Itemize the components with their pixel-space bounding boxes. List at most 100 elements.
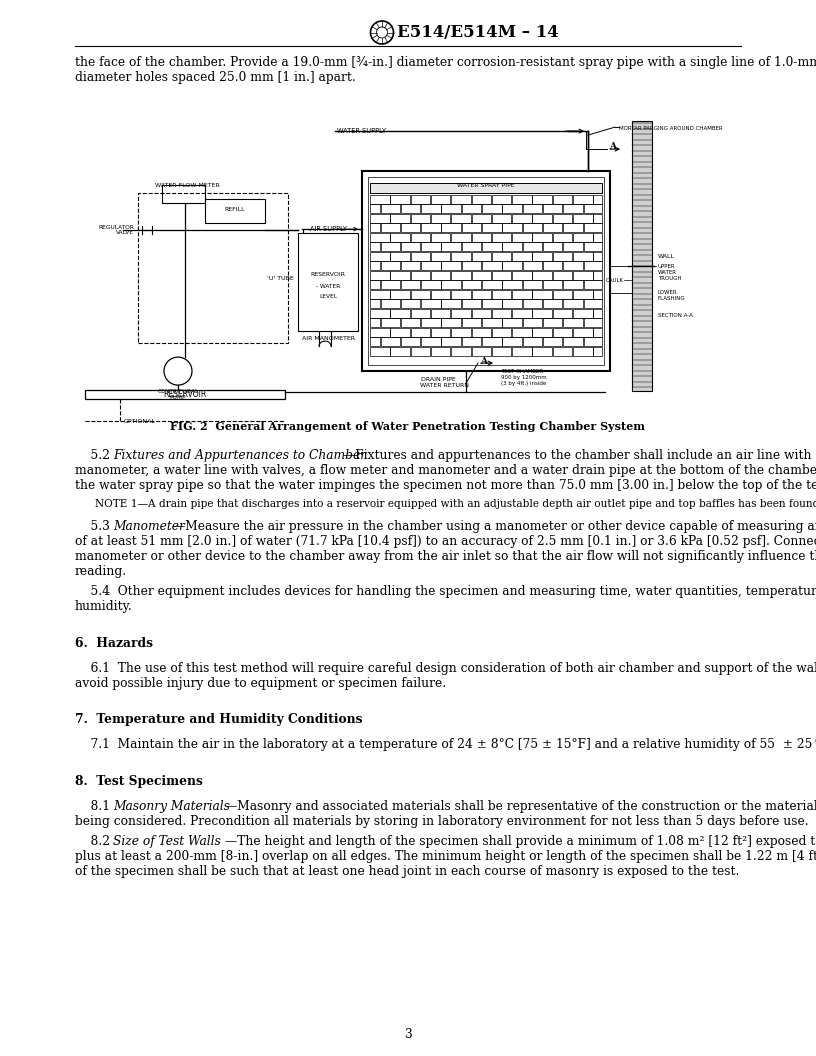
Bar	[410, 233, 430, 242]
Bar	[441, 205, 461, 213]
Text: CAULK: CAULK	[606, 278, 624, 283]
Text: —The height and length of the specimen shall provide a minimum of 1.08 m² [12 ft: —The height and length of the specimen s…	[225, 835, 816, 849]
Bar	[523, 338, 542, 346]
Bar	[503, 224, 522, 232]
Bar	[401, 300, 420, 308]
Text: of the specimen shall be such that at least one head joint in each course of mas: of the specimen shall be such that at le…	[75, 865, 739, 879]
Bar	[503, 281, 522, 289]
Bar	[532, 214, 552, 223]
Bar	[431, 309, 450, 318]
Bar	[492, 214, 512, 223]
Bar	[451, 328, 471, 337]
Bar	[482, 243, 502, 251]
Text: manometer or other device to the chamber away from the air inlet so that the air: manometer or other device to the chamber…	[75, 550, 816, 563]
Bar	[380, 262, 400, 270]
Text: LEVEL: LEVEL	[319, 294, 337, 299]
Text: NOTE 1—A drain pipe that discharges into a reservoir equipped with an adjustable: NOTE 1—A drain pipe that discharges into…	[95, 499, 816, 509]
Bar	[370, 243, 379, 251]
Bar	[532, 252, 552, 261]
Bar	[390, 347, 410, 356]
Bar	[462, 205, 481, 213]
Bar	[390, 328, 410, 337]
Bar	[401, 338, 420, 346]
Bar	[401, 224, 420, 232]
Bar	[472, 214, 491, 223]
Text: RESERVOIR: RESERVOIR	[311, 271, 345, 277]
Bar	[370, 309, 389, 318]
Bar	[401, 319, 420, 327]
Bar	[380, 243, 400, 251]
Text: 8.1: 8.1	[75, 799, 110, 813]
Bar	[573, 214, 592, 223]
Bar	[410, 271, 430, 280]
Bar	[492, 195, 512, 204]
Bar	[370, 338, 379, 346]
Bar	[573, 347, 592, 356]
Bar	[441, 300, 461, 308]
Text: 8.  Test Specimens: 8. Test Specimens	[75, 775, 203, 788]
Bar	[482, 319, 502, 327]
Bar	[512, 290, 531, 299]
Text: avoid possible injury due to equipment or specimen failure.: avoid possible injury due to equipment o…	[75, 677, 446, 690]
Text: FIG. 2  General Arrangement of Water Penetration Testing Chamber System: FIG. 2 General Arrangement of Water Pene…	[171, 421, 645, 432]
Bar	[390, 271, 410, 280]
Bar	[523, 262, 542, 270]
Bar	[482, 300, 502, 308]
Text: 3: 3	[404, 1027, 412, 1040]
Bar	[593, 290, 602, 299]
Bar	[593, 252, 602, 261]
Text: MORTAR PARGING AROUND CHAMBER: MORTAR PARGING AROUND CHAMBER	[619, 126, 723, 131]
Bar	[512, 347, 531, 356]
Bar	[503, 319, 522, 327]
Bar	[482, 262, 502, 270]
Bar	[401, 205, 420, 213]
Text: the water spray pipe so that the water impinges the specimen not more than 75.0 : the water spray pipe so that the water i…	[75, 478, 816, 492]
Bar	[552, 271, 572, 280]
Bar	[390, 214, 410, 223]
Bar	[472, 252, 491, 261]
Bar	[573, 195, 592, 204]
Text: WATER SPRAY PIPE: WATER SPRAY PIPE	[457, 183, 515, 188]
Bar	[563, 262, 583, 270]
Text: TEST CHAMBER
900 by 1200mm
(3 by 4ft.) inside: TEST CHAMBER 900 by 1200mm (3 by 4ft.) i…	[501, 370, 547, 385]
Bar	[370, 300, 379, 308]
Bar	[472, 309, 491, 318]
Bar	[563, 224, 583, 232]
Text: reading.: reading.	[75, 565, 127, 578]
Bar	[532, 271, 552, 280]
Bar	[390, 290, 410, 299]
Bar	[573, 290, 592, 299]
Bar	[492, 347, 512, 356]
Text: 6.1  The use of this test method will require careful design consideration of bo: 6.1 The use of this test method will req…	[75, 662, 816, 675]
Bar	[421, 205, 441, 213]
Text: 5.4  Other equipment includes devices for handling the specimen and measuring ti: 5.4 Other equipment includes devices for…	[75, 585, 816, 599]
Bar	[552, 309, 572, 318]
Bar	[362, 171, 610, 371]
Bar	[431, 347, 450, 356]
Bar	[370, 262, 379, 270]
Bar	[532, 195, 552, 204]
Bar	[512, 252, 531, 261]
Text: E514/E514M – 14: E514/E514M – 14	[397, 24, 558, 41]
Text: LOWER
FLASHING: LOWER FLASHING	[658, 290, 685, 301]
Bar	[543, 338, 562, 346]
Text: Manometer: Manometer	[113, 521, 185, 533]
Text: being considered. Precondition all materials by storing in laboratory environmen: being considered. Precondition all mater…	[75, 814, 809, 828]
Bar	[593, 195, 602, 204]
Bar	[552, 233, 572, 242]
Text: plus at least a 200-mm [8-in.] overlap on all edges. The minimum height or lengt: plus at least a 200-mm [8-in.] overlap o…	[75, 850, 816, 864]
Bar	[472, 195, 491, 204]
Bar	[370, 252, 389, 261]
Bar	[482, 338, 502, 346]
Bar	[482, 205, 502, 213]
Text: 5.2: 5.2	[75, 449, 110, 463]
Bar	[472, 328, 491, 337]
Bar	[492, 290, 512, 299]
Bar	[523, 281, 542, 289]
Bar	[543, 300, 562, 308]
Bar	[431, 271, 450, 280]
Bar	[380, 300, 400, 308]
Text: WATER FLOW METER: WATER FLOW METER	[155, 183, 220, 188]
Bar	[431, 195, 450, 204]
Bar	[472, 233, 491, 242]
